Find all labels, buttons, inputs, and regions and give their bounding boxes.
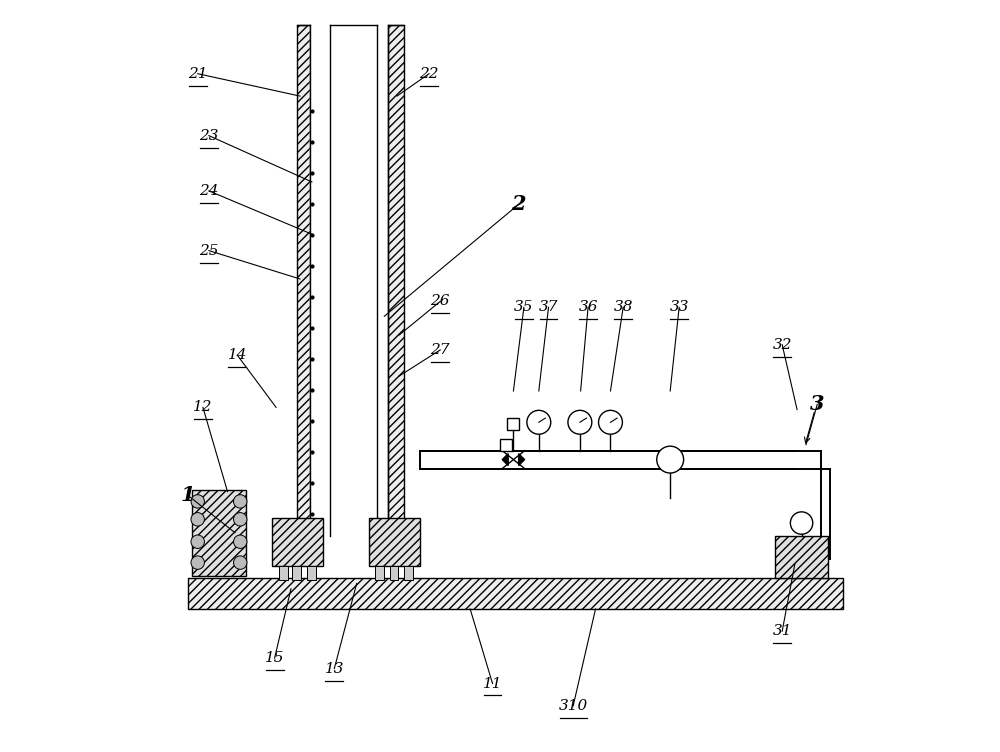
- Bar: [192, 490, 246, 576]
- Text: 1: 1: [181, 486, 195, 505]
- Text: 22: 22: [419, 67, 439, 80]
- Text: 23: 23: [199, 129, 219, 143]
- Bar: [307, 566, 316, 580]
- Circle shape: [657, 446, 684, 473]
- Text: 26: 26: [431, 294, 450, 308]
- Circle shape: [234, 513, 247, 526]
- Bar: [272, 518, 323, 566]
- Circle shape: [234, 556, 247, 569]
- Text: 2: 2: [511, 194, 526, 214]
- Text: 35: 35: [514, 300, 534, 314]
- Bar: [390, 566, 398, 580]
- Circle shape: [568, 411, 592, 434]
- Text: 14: 14: [228, 348, 247, 362]
- Bar: [775, 536, 828, 578]
- Bar: [279, 566, 288, 580]
- Text: 38: 38: [613, 300, 633, 314]
- Text: 15: 15: [265, 651, 284, 666]
- Circle shape: [191, 535, 204, 548]
- Bar: [388, 25, 404, 536]
- Bar: [500, 438, 512, 450]
- Text: 13: 13: [325, 662, 344, 675]
- Text: 310: 310: [559, 699, 588, 713]
- Text: 32: 32: [772, 338, 792, 352]
- Bar: [188, 578, 843, 609]
- Text: 27: 27: [431, 343, 450, 357]
- Text: 31: 31: [772, 624, 792, 638]
- Circle shape: [790, 512, 813, 534]
- Text: 24: 24: [199, 184, 219, 198]
- Text: 36: 36: [578, 300, 598, 314]
- Circle shape: [527, 411, 551, 434]
- Circle shape: [191, 513, 204, 526]
- Circle shape: [599, 411, 622, 434]
- Bar: [507, 418, 519, 429]
- Text: 12: 12: [193, 400, 213, 414]
- Text: 25: 25: [199, 244, 219, 258]
- Bar: [292, 566, 301, 580]
- Circle shape: [234, 535, 247, 548]
- Text: 21: 21: [188, 67, 207, 80]
- Circle shape: [234, 495, 247, 508]
- Text: 11: 11: [483, 677, 502, 690]
- Circle shape: [191, 495, 204, 508]
- Text: 33: 33: [669, 300, 689, 314]
- Bar: [404, 566, 413, 580]
- Polygon shape: [519, 453, 525, 465]
- Text: 37: 37: [539, 300, 558, 314]
- Bar: [369, 518, 420, 566]
- Bar: [297, 25, 310, 536]
- Bar: [375, 566, 384, 580]
- Polygon shape: [502, 453, 508, 465]
- Text: 3: 3: [810, 394, 824, 414]
- Circle shape: [191, 556, 204, 569]
